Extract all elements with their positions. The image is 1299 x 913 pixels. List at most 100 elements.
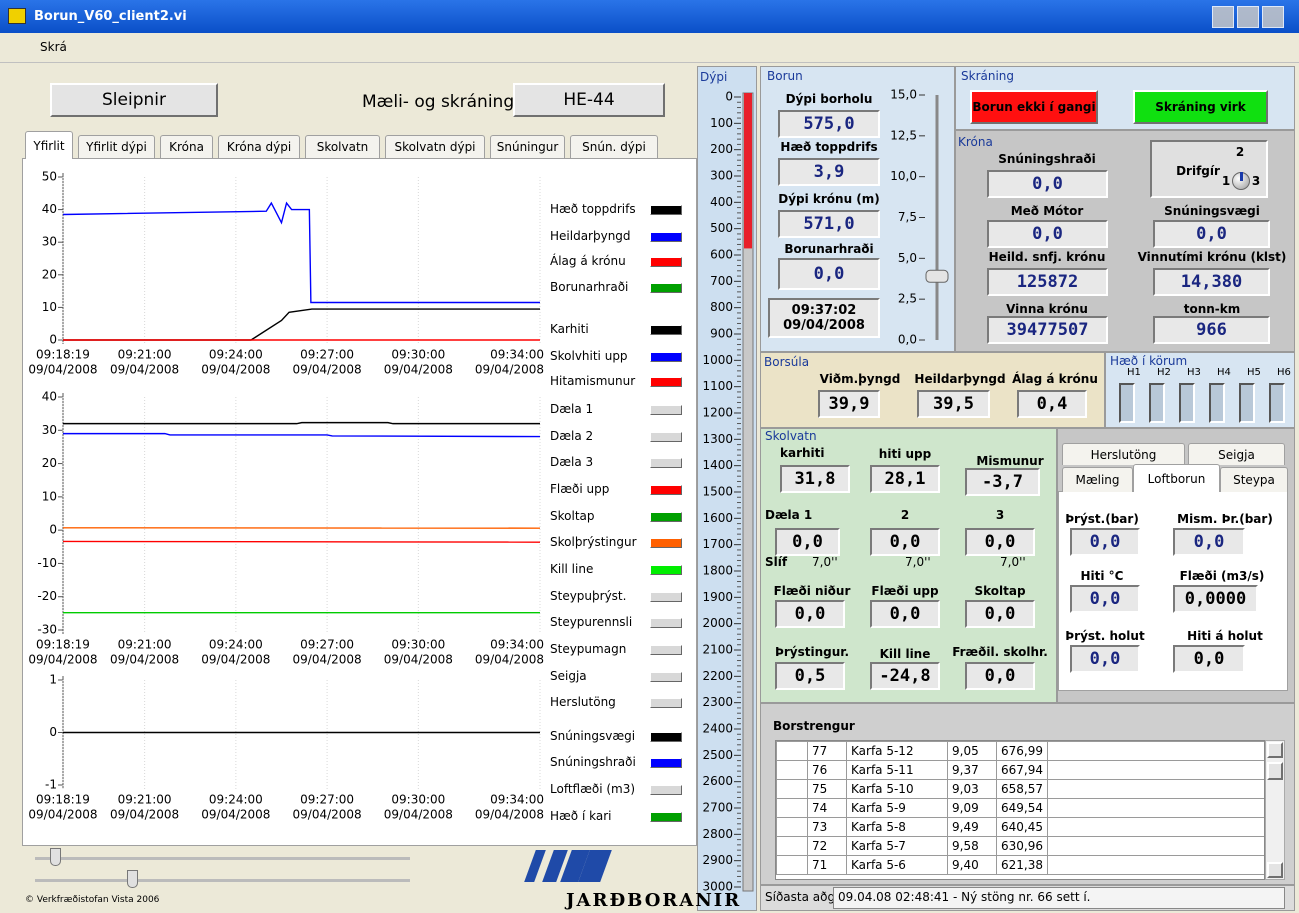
legend-label: Dæla 2 bbox=[550, 429, 594, 443]
field-value: 0,0 bbox=[987, 170, 1108, 198]
tab[interactable]: Snún. dýpi bbox=[570, 135, 658, 158]
depth-panel bbox=[697, 66, 757, 911]
gear-position: 3 bbox=[1251, 174, 1261, 188]
legend-swatch bbox=[650, 352, 682, 362]
field-value: 28,1 bbox=[870, 465, 940, 493]
field-value: 0,0 bbox=[1070, 528, 1140, 556]
legend-label: Snúningshraði bbox=[550, 755, 636, 769]
tab[interactable]: Króna bbox=[160, 135, 213, 158]
button[interactable]: Skráning virk bbox=[1133, 90, 1268, 124]
legend-label: Steypuþrýst. bbox=[550, 589, 627, 603]
field-value: 14,380 bbox=[1153, 268, 1270, 296]
rig-box: Sleipnir bbox=[50, 83, 218, 117]
field-label: Flæði (m3/s) bbox=[1179, 569, 1265, 583]
tab[interactable]: Skolvatn dýpi bbox=[385, 135, 485, 158]
field-label: Mismunur bbox=[976, 454, 1044, 468]
cell: 71 bbox=[807, 855, 847, 875]
tab[interactable]: Króna dýpi bbox=[218, 135, 300, 158]
copyright: © Verkfræðistofan Vista 2006 bbox=[25, 895, 160, 905]
unit-box: HE-44 bbox=[513, 83, 665, 117]
button[interactable]: Borun ekki í gangi bbox=[970, 90, 1098, 124]
legend-swatch bbox=[650, 283, 682, 293]
logo-mark bbox=[524, 850, 546, 882]
tab[interactable]: Steypa bbox=[1220, 467, 1288, 492]
scroll-handle[interactable] bbox=[127, 870, 138, 888]
scroll-handle[interactable] bbox=[50, 848, 61, 866]
tab[interactable]: Mæling bbox=[1062, 467, 1133, 492]
field-label: Borunarhraði bbox=[784, 242, 874, 256]
legend-swatch bbox=[650, 538, 682, 548]
tab[interactable]: Yfirlit bbox=[25, 131, 73, 159]
field-value: 575,0 bbox=[778, 110, 880, 138]
cell: 77 bbox=[807, 741, 847, 761]
scrollbar[interactable] bbox=[1265, 740, 1285, 880]
legend-swatch bbox=[650, 758, 682, 768]
cell: 74 bbox=[807, 798, 847, 818]
cell: 73 bbox=[807, 817, 847, 837]
legend-swatch bbox=[650, 458, 682, 468]
field-value: 0,0 bbox=[775, 600, 845, 628]
cell bbox=[776, 798, 808, 818]
legend-swatch bbox=[650, 405, 682, 415]
field-value: 0,0 bbox=[1153, 220, 1270, 248]
scroll-up[interactable] bbox=[1267, 742, 1283, 758]
cell: 9,49 bbox=[947, 817, 997, 837]
field-label: Flæði niður bbox=[773, 584, 851, 598]
field-label: Þrýst. holut bbox=[1065, 629, 1145, 643]
scroll-track bbox=[35, 857, 410, 860]
tank-bar bbox=[1119, 383, 1135, 423]
field-label: tonn-km bbox=[1183, 302, 1241, 316]
tank-label: H3 bbox=[1187, 367, 1201, 378]
scroll-down[interactable] bbox=[1267, 862, 1283, 878]
cell bbox=[1047, 760, 1264, 780]
tab[interactable]: Herslutöng bbox=[1062, 443, 1185, 465]
panel-label: Skráning bbox=[961, 69, 1015, 83]
panel-label: Hæð í körum bbox=[1110, 354, 1188, 368]
gear-pointer bbox=[1240, 172, 1243, 181]
field-label: Þrýst.(bar) bbox=[1065, 512, 1139, 526]
tab[interactable]: Skolvatn bbox=[305, 135, 380, 158]
table-row: 75 Karfa 5-10 9,03 658,57 bbox=[776, 779, 1264, 799]
cell bbox=[776, 760, 808, 780]
legend-label: Loftflæði (m3) bbox=[550, 782, 636, 796]
cell: Karfa 5-6 bbox=[846, 855, 948, 875]
panel-label: Skolvatn bbox=[765, 429, 817, 443]
scroll-thumb[interactable] bbox=[1267, 762, 1283, 780]
kor-panel bbox=[1105, 352, 1295, 428]
cell: 9,58 bbox=[947, 836, 997, 856]
cell: 640,45 bbox=[996, 817, 1048, 837]
legend-label: Skoltap bbox=[550, 509, 595, 523]
legend-label: Hæð í kari bbox=[550, 809, 612, 823]
legend-swatch bbox=[650, 432, 682, 442]
tab[interactable]: Snúningur bbox=[490, 135, 565, 158]
app-icon bbox=[8, 8, 26, 24]
field-value: -3,7 bbox=[965, 468, 1040, 496]
tab[interactable]: Seigja bbox=[1188, 443, 1285, 465]
cell: 649,54 bbox=[996, 798, 1048, 818]
window-button[interactable] bbox=[1212, 6, 1234, 28]
legend-swatch bbox=[650, 257, 682, 267]
gear-box bbox=[1150, 140, 1268, 198]
legend-swatch bbox=[650, 325, 682, 335]
window-button[interactable] bbox=[1262, 6, 1284, 28]
tab[interactable]: Yfirlit dýpi bbox=[78, 135, 155, 158]
gear-position: 1 bbox=[1221, 174, 1231, 188]
tank-bar bbox=[1269, 383, 1285, 423]
field-value: 0,0 bbox=[965, 600, 1035, 628]
field-value: 0,0 bbox=[1173, 528, 1245, 556]
legend-label: Snúningsvægi bbox=[550, 729, 636, 743]
field-label: Skoltap bbox=[974, 584, 1026, 598]
legend-swatch bbox=[650, 618, 682, 628]
field-label: 3 bbox=[995, 508, 1005, 522]
menu-item[interactable]: Skrá bbox=[40, 40, 67, 54]
logo-text: JARÐBORANIR bbox=[566, 890, 742, 911]
cell: 72 bbox=[807, 836, 847, 856]
panel-label: Króna bbox=[958, 135, 993, 149]
field-value: 0,0 bbox=[778, 258, 880, 290]
window-button[interactable] bbox=[1237, 6, 1259, 28]
field-value: 0,0 bbox=[965, 662, 1035, 690]
cell: 9,37 bbox=[947, 760, 997, 780]
field-label: Hiti °C bbox=[1080, 569, 1124, 583]
tab[interactable]: Loftborun bbox=[1133, 464, 1220, 492]
field-value: 31,8 bbox=[780, 465, 850, 493]
